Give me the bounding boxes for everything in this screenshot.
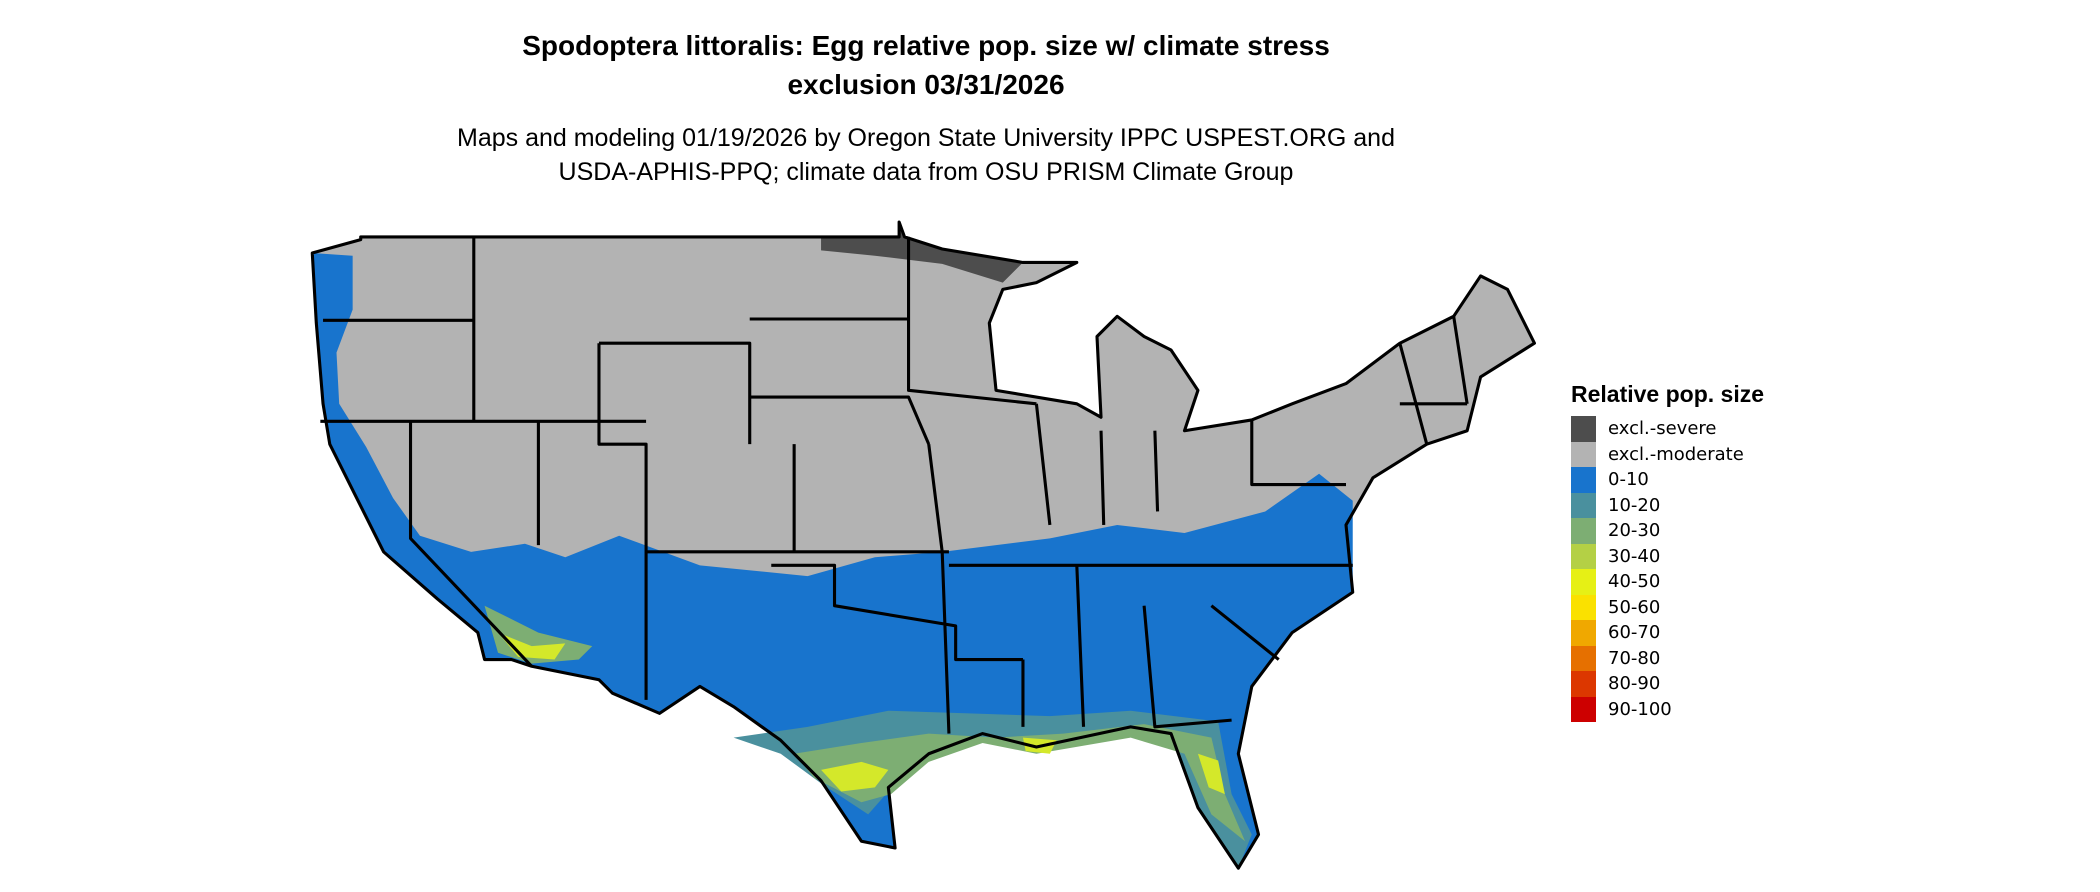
legend-swatch [1571,467,1596,493]
legend-swatch [1571,543,1596,569]
legend-label: 90-100 [1608,698,1672,720]
legend-item: 0-10 [1571,467,1764,493]
legend-label: 30-40 [1608,545,1661,567]
subtitle-line1: Maps and modeling 01/19/2026 by Oregon S… [457,124,1395,152]
legend-item: 50-60 [1571,594,1764,620]
legend-item: 20-30 [1571,518,1764,544]
legend-label: 40-50 [1608,571,1661,593]
subtitle-line2: USDA-APHIS-PPQ; climate data from OSU PR… [558,158,1294,186]
legend-label: 60-70 [1608,622,1661,644]
state-boundaries [310,220,1536,870]
legend-swatch [1571,696,1596,722]
legend-swatch [1571,620,1596,646]
legend-label: 50-60 [1608,596,1661,618]
legend-item: 10-20 [1571,492,1764,518]
legend-item: excl.-severe [1571,416,1764,442]
legend-item: 30-40 [1571,543,1764,569]
legend-title: Relative pop. size [1571,381,1765,407]
legend-item: 60-70 [1571,620,1764,646]
legend-label: excl.-severe [1608,418,1717,440]
legend-label: 10-20 [1608,494,1661,516]
map-title-line2: exclusion 03/31/2026 [787,69,1065,100]
legend-label: 70-80 [1608,647,1661,669]
legend-item: excl.-moderate [1571,441,1764,467]
pop-20-30-region [484,605,1246,842]
legend-swatch [1571,441,1596,467]
legend-swatch [1571,671,1596,697]
legend-swatch [1571,569,1596,595]
map-title-line1: Spodoptera littoralis: Egg relative pop.… [522,30,1330,61]
legend-item: 40-50 [1571,569,1764,595]
legend-label: 20-30 [1608,520,1661,542]
legend-swatch [1571,594,1596,620]
legend-swatch [1571,645,1596,671]
legend: Relative pop. size excl.-severe excl.-mod… [1571,381,1764,722]
legend-swatch [1571,518,1596,544]
pop-30-50-patches [498,632,1225,795]
legend-label: excl.-moderate [1608,443,1744,465]
legend-item: 80-90 [1571,671,1764,697]
legend-swatch [1571,492,1596,518]
legend-swatch [1571,416,1596,442]
legend-label: 0-10 [1608,469,1649,491]
legend-label: 80-90 [1608,673,1661,695]
legend-item: 70-80 [1571,645,1764,671]
legend-item: 90-100 [1571,696,1764,722]
